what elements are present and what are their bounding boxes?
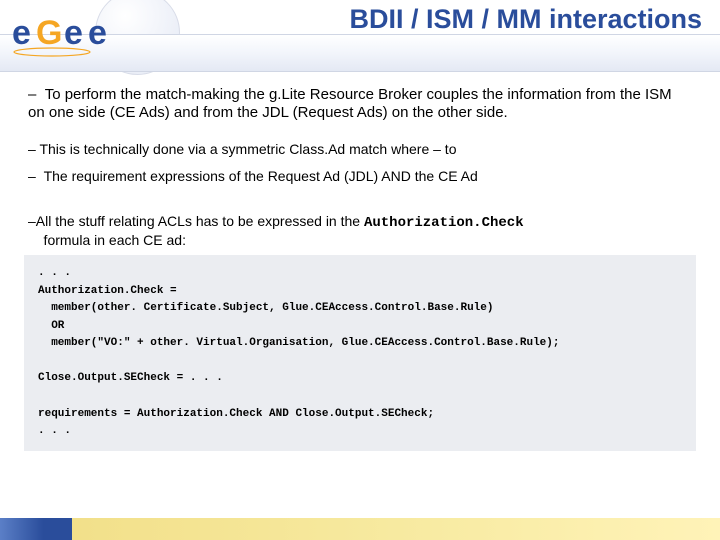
code-block: . . . Authorization.Check = member(other… [24, 255, 696, 451]
bullet-4: –All the stuff relating ACLs has to be e… [28, 213, 692, 249]
slide-header: e G e e BDII / ISM / MM interactions [0, 0, 720, 72]
bullet-group-2: – This is technically done via a symmetr… [28, 141, 692, 185]
bullet-4-post: formula in each CE ad: [40, 232, 186, 248]
bullet-4-pre: All the stuff relating ACLs has to be ex… [36, 213, 364, 229]
egee-logo: e G e e [12, 6, 122, 60]
svg-text:e: e [12, 14, 31, 52]
bullet-4-mono: Authorization.Check [364, 215, 524, 231]
slide-title: BDII / ISM / MM interactions [349, 4, 702, 35]
bullet-3-text: The requirement expressions of the Reque… [44, 168, 478, 184]
bullet-3: – The requirement expressions of the Req… [28, 168, 692, 185]
svg-text:G: G [36, 14, 62, 52]
svg-text:e: e [88, 14, 107, 52]
slide-body: – To perform the match-making the g.Lite… [0, 72, 720, 249]
bullet-1-text: To perform the match-making the g.Lite R… [28, 86, 672, 121]
footer-bar [0, 518, 720, 540]
bullet-2: – This is technically done via a symmetr… [28, 141, 692, 158]
bullet-2-text: This is technically done via a symmetric… [39, 141, 456, 157]
svg-text:e: e [64, 14, 83, 52]
bullet-1: – To perform the match-making the g.Lite… [28, 86, 692, 123]
